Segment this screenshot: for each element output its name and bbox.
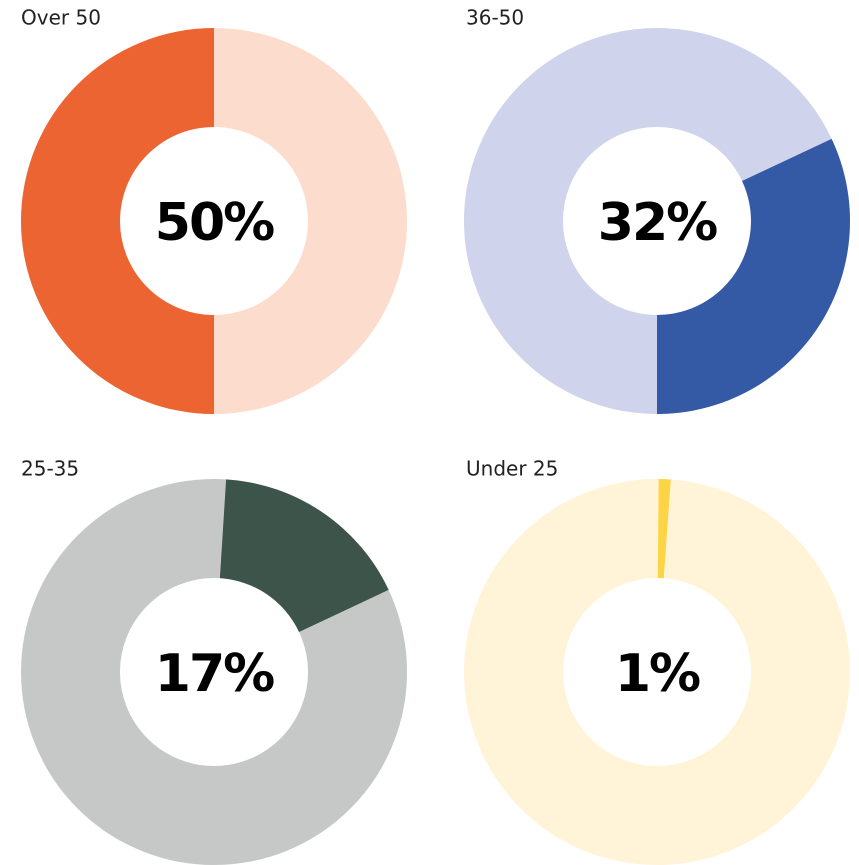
donut-value-label: 17% <box>155 644 274 704</box>
chart-title: 36-50 <box>466 6 524 30</box>
donut-track <box>464 479 850 865</box>
donut-track <box>21 479 407 865</box>
donut-value-label: 50% <box>155 193 274 253</box>
donut-chart: 25-35 17% <box>21 457 407 865</box>
donut-chart: 36-50 32% <box>464 6 850 415</box>
donut-segment <box>657 138 850 415</box>
donut-segment <box>219 479 389 632</box>
donut-segment <box>657 479 671 579</box>
chart-title: Over 50 <box>21 6 101 30</box>
donut-chart: Under 25 1% <box>464 457 850 865</box>
chart-title: Under 25 <box>466 457 558 481</box>
donut-value-label: 32% <box>598 193 717 253</box>
donut-value-label: 1% <box>615 644 700 704</box>
donut-segment <box>21 28 214 414</box>
chart-title: 25-35 <box>21 457 79 481</box>
donut-chart: Over 50 50% <box>21 6 407 414</box>
